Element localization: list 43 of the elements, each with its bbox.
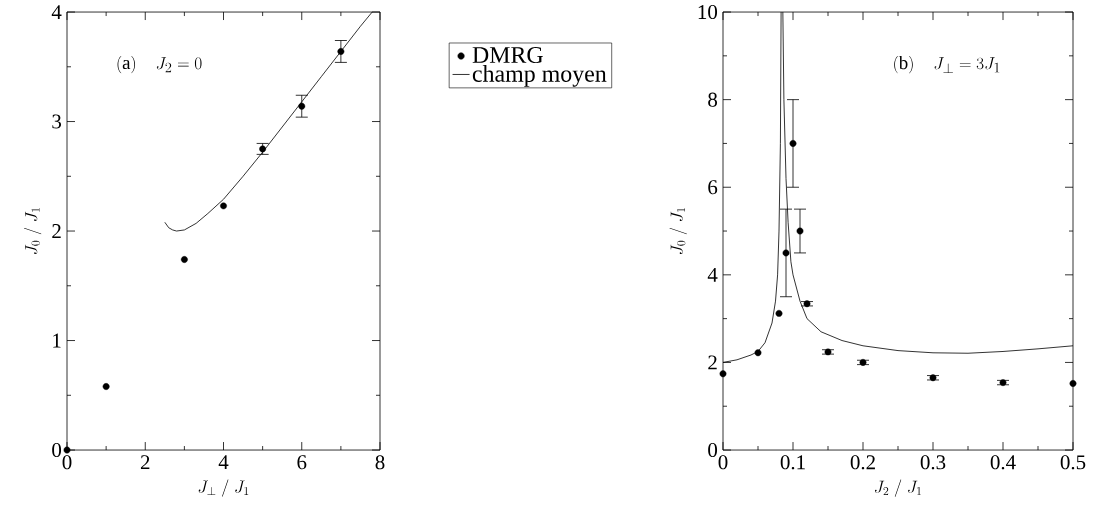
y-tick-label: 1 (53, 333, 61, 348)
point (796, 227, 804, 235)
x-axis-title: $J_{\perp}\;/\;J_{1}$ (198, 479, 249, 497)
y-axis-title: $J_{0}\;/\;J_{1}$ (669, 208, 687, 255)
x-tick-label: 0.4 (990, 455, 1016, 470)
point (337, 48, 345, 55)
annotation: $\mathrm{(b)}\quad J_{\perp}=3J_{1}$ (894, 55, 1000, 74)
y-axis-title: $J_{0}\;/\;J_{1}$ (24, 208, 42, 255)
y-tick-label: 0 (52, 442, 62, 458)
x-tick-label: 0.2 (850, 455, 875, 470)
x-tick-label: 0.1 (780, 455, 805, 470)
y-tick-label: 8 (708, 92, 718, 107)
y-tick-label: 4 (707, 267, 718, 282)
point (102, 383, 110, 390)
x-tick-label: 0.3 (920, 455, 946, 470)
x-tick-label: 6 (297, 455, 307, 470)
point (180, 256, 188, 263)
y-tick-label: 6 (708, 180, 718, 195)
point (220, 202, 227, 210)
point (789, 140, 797, 147)
x-tick-label: 2 (140, 455, 150, 470)
x-tick-label: 8 (375, 455, 385, 470)
y-tick-label: 4 (51, 5, 62, 19)
x-axis-title: $J_{2}\;/\;J_{1}$ (874, 479, 921, 497)
annotation: $\mathrm{(a)}\quad J_{2}=0$ (117, 55, 202, 74)
x-tick-label: 0 (62, 455, 72, 470)
y-tick-label: 3 (52, 114, 62, 129)
point (1069, 380, 1077, 387)
y-tick-label: 0 (708, 442, 718, 458)
point (782, 249, 790, 257)
point (719, 370, 727, 378)
x-tick-label: 4 (218, 455, 229, 469)
x-tick-label: 0.5 (1060, 455, 1086, 470)
point (754, 349, 762, 357)
x-tick-label: 0 (718, 455, 728, 470)
y-tick-label: 2 (708, 355, 717, 370)
legend-label: DMRG (472, 46, 543, 64)
point (63, 446, 71, 454)
point (775, 309, 783, 317)
point (298, 102, 306, 110)
legend-label: champ moyen (472, 65, 607, 87)
y-tick-label: 10 (698, 4, 718, 20)
y-tick-label: 2 (52, 224, 61, 238)
